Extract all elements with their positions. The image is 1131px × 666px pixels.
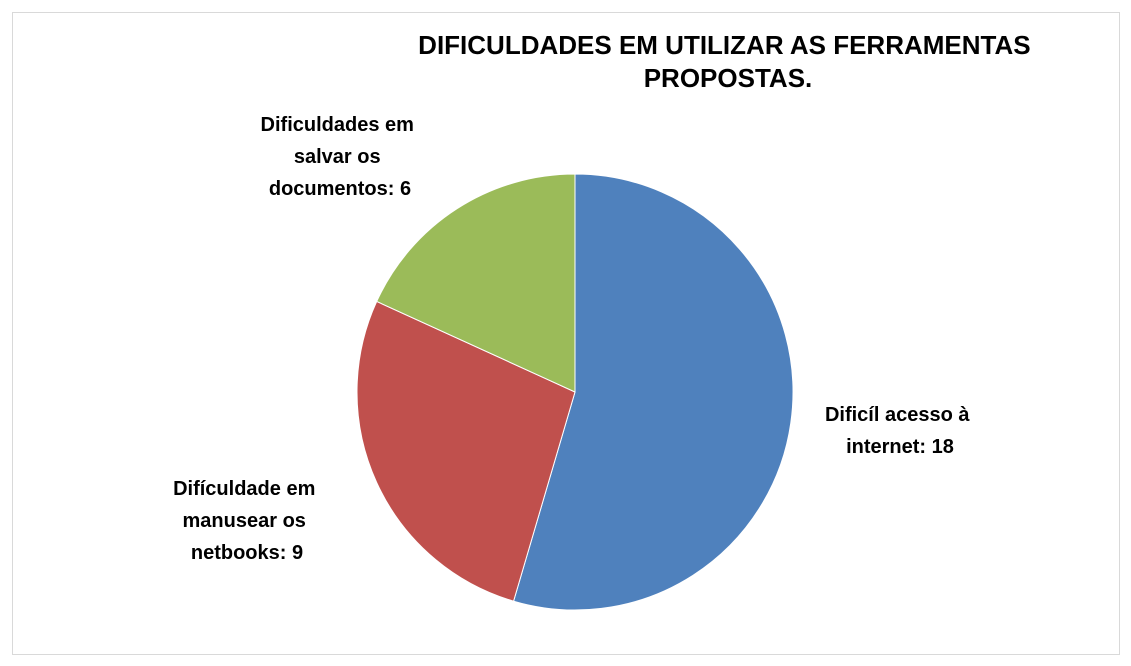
pie-slice — [376, 173, 576, 393]
chart-title: DIFICULDADES EM UTILIZAR AS FERRAMENTAS … — [418, 30, 1038, 93]
pie-slice — [512, 173, 794, 611]
data-label: Dificuldades em salvar os documentos: 6 — [261, 114, 420, 200]
data-label: Difículdade em manusear os netbooks: 9 — [173, 478, 321, 564]
data-label: Dificíl acesso à internet: 18 — [825, 404, 975, 458]
pie-slice — [356, 300, 576, 602]
